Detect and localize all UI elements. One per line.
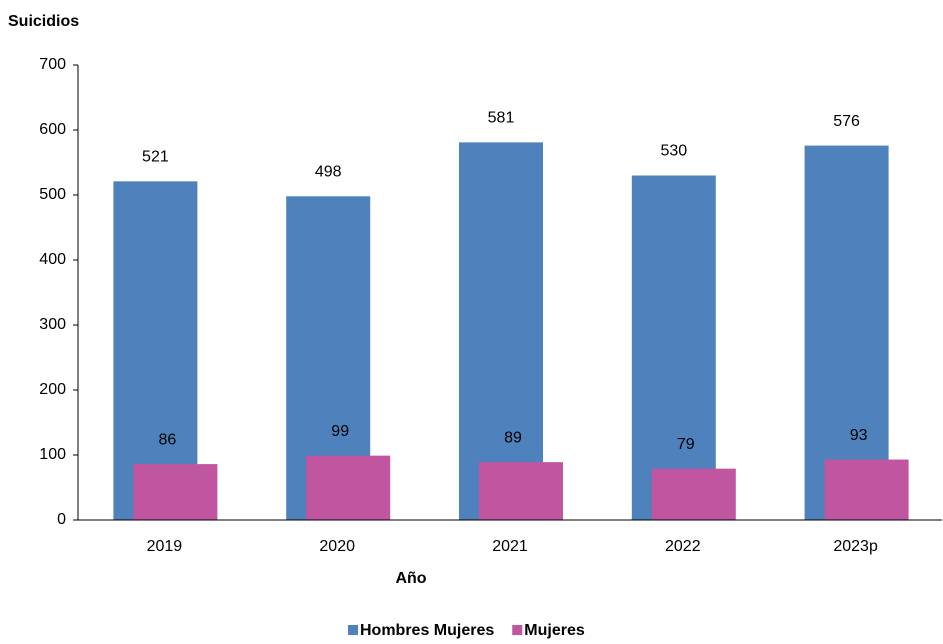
y-tick-label: 500 <box>39 186 66 203</box>
legend-label: Mujeres <box>524 622 585 639</box>
value-label: 498 <box>315 164 342 181</box>
legend-label: Hombres Mujeres <box>360 622 494 639</box>
x-tick-label: 2020 <box>319 538 355 555</box>
value-label: 93 <box>850 427 868 444</box>
x-tick-label: 2019 <box>147 538 183 555</box>
y-tick-label: 400 <box>39 251 66 268</box>
value-label: 79 <box>677 436 695 453</box>
bar <box>459 142 543 520</box>
bar <box>631 175 716 520</box>
y-tick-label: 700 <box>39 56 66 73</box>
y-axis-title: Suicidios <box>8 13 79 30</box>
legend-swatch <box>348 625 358 635</box>
bar <box>479 462 563 520</box>
value-label: 521 <box>142 149 169 166</box>
y-tick-label: 0 <box>57 511 66 528</box>
legend-swatch <box>512 625 523 635</box>
x-tick-label: 2022 <box>665 538 701 555</box>
value-label: 99 <box>331 423 349 440</box>
bar <box>306 455 391 520</box>
x-tick-label: 2021 <box>492 538 528 555</box>
x-axis-title: Año <box>395 570 426 587</box>
value-label: 581 <box>488 110 515 127</box>
y-tick-label: 200 <box>39 381 66 398</box>
value-label: 86 <box>159 431 177 448</box>
value-label: 530 <box>660 143 687 160</box>
bar <box>804 145 889 520</box>
y-tick-label: 300 <box>39 316 66 333</box>
y-tick-label: 600 <box>39 121 66 138</box>
y-tick-label: 100 <box>39 446 66 463</box>
bar <box>113 181 198 520</box>
bar <box>133 464 218 520</box>
x-tick-label: 2023p <box>833 538 878 555</box>
bar <box>651 468 736 520</box>
value-label: 89 <box>504 429 522 446</box>
value-label: 576 <box>833 113 860 130</box>
bar <box>824 459 909 520</box>
